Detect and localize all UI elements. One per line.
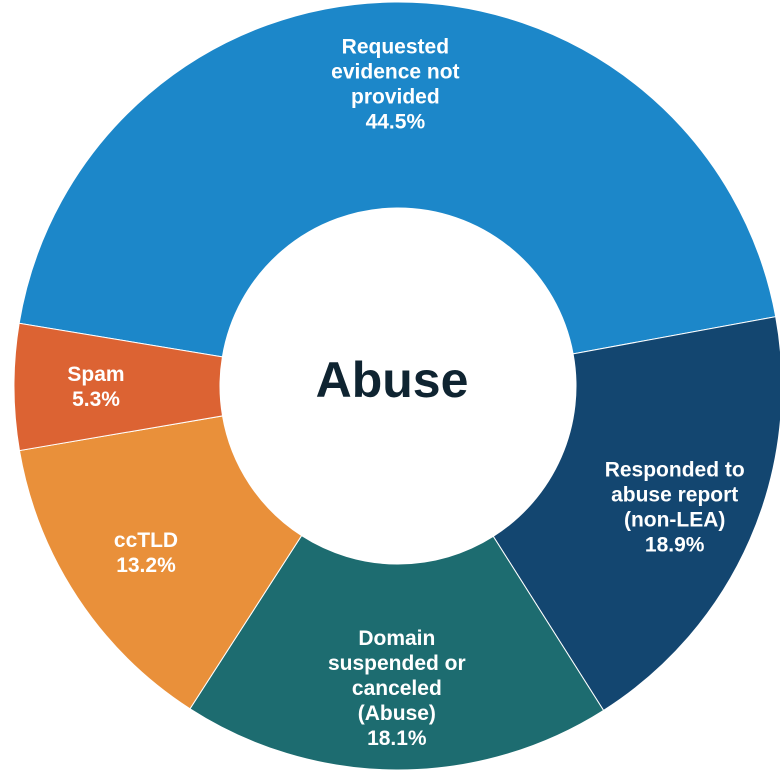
slice-label-line: Requested [342,36,449,59]
donut-slices [13,1,780,771]
center-label: Abuse [316,352,469,408]
slice-label-line: Spam [67,363,124,386]
slice-domain-suspended-or-canceled-abuse [189,534,605,771]
slice-label-requested-evidence-not-provided: Requested evidence not provided 44.5% [331,36,459,134]
slice-label-line: (non-LEA) [624,509,725,532]
slice-label-line: (Abuse) [358,702,436,725]
slice-label-line: canceled [352,677,442,700]
slice-labels: Requested evidence not provided 44.5% Respon… [67,36,744,750]
slice-label-responded-to-abuse-report-non-lea: Responded to abuse report (non-LEA) 18.9% [605,459,745,557]
slice-value-label: 44.5% [366,111,426,134]
slice-label-line: abuse report [611,484,738,507]
slice-label-line: provided [351,86,440,109]
slice-label-line: evidence not [331,61,459,84]
slice-label-line: Responded to [605,459,745,482]
slice-label-line: Domain [358,627,435,650]
slice-label-spam: Spam 5.3% [67,363,124,411]
slice-label-domain-suspended-or-canceled-abuse: Domain suspended or canceled (Abuse) 18.1% [328,627,466,750]
slice-value-label: 18.9% [645,534,705,557]
slice-spam [13,322,224,452]
slice-label-line: suspended or [328,652,466,675]
slice-requested-evidence-not-provided [18,1,777,358]
slice-responded-to-abuse-report-non-lea [492,316,780,712]
slice-value-label: 18.1% [367,727,427,750]
slice-value-label: 5.3% [72,388,120,411]
slice-label-cctld: ccTLD 13.2% [114,529,178,577]
slice-cctld [18,415,303,710]
slice-label-line: ccTLD [114,529,178,552]
slice-value-label: 13.2% [116,554,176,577]
